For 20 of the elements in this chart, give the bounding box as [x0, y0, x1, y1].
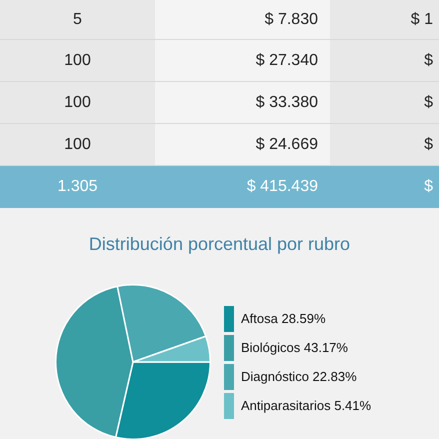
text: $ [423, 177, 434, 197]
legend-label: Aftosa 28.59% [241, 311, 326, 326]
text: 100 [0, 82, 155, 123]
chart-title: Distribución porcentual por rubro [88, 234, 352, 255]
text: 100 [0, 124, 155, 165]
text: $ 33.380 [155, 82, 330, 123]
text: $ 1 [330, 0, 439, 39]
text: 1.305 [56, 177, 99, 197]
text: $ [330, 82, 439, 123]
text: $ 27.340 [155, 40, 330, 81]
text: $ [330, 40, 439, 81]
text: 100 [0, 40, 155, 81]
legend-label: Biológicos 43.17% [241, 340, 348, 355]
text: $ 24.669 [155, 124, 330, 165]
text: 5 [0, 0, 155, 39]
legend-label: Diagnóstico 22.83% [241, 369, 357, 384]
text: $ [330, 124, 439, 165]
text: $ 7.830 [155, 0, 330, 39]
text: $ 415.439 [246, 177, 319, 197]
legend-label: Antiparasitarios 5.41% [241, 398, 372, 413]
